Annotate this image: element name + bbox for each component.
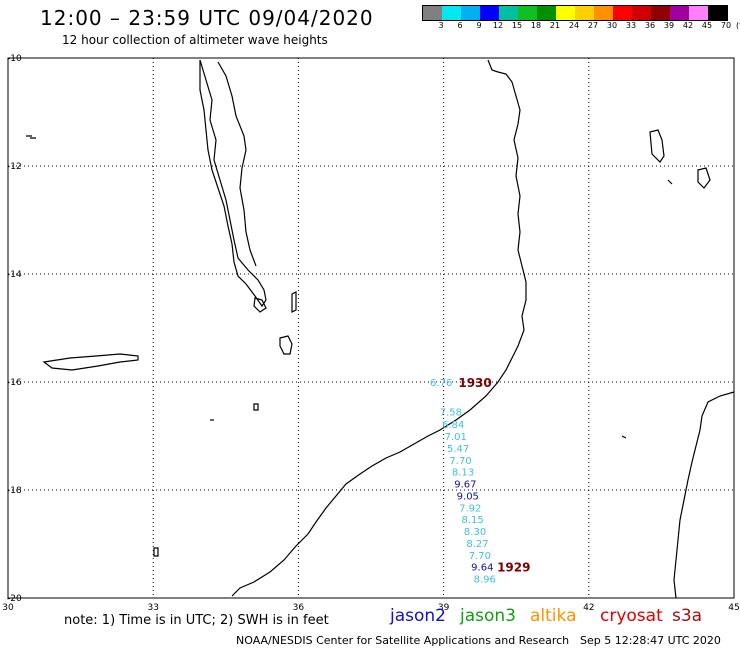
wave-height-label: 7.01 <box>445 432 467 443</box>
wave-height-label: 7.58 <box>440 408 462 419</box>
lake-malawi-east-shore <box>217 61 257 267</box>
legend-swatch <box>442 6 461 20</box>
wave-height-label: 9.05 <box>457 491 479 502</box>
wave-height-label: 8.96 <box>474 575 496 586</box>
wave-height-label: 6.84 <box>442 420 464 431</box>
generated-timestamp: Sep 5 12:28:47 UTC 2020 <box>580 634 721 647</box>
legend-swatch <box>518 6 537 20</box>
comoros-island-1 <box>649 129 665 163</box>
pass-time-label: 1930 <box>458 376 491 390</box>
legend-label: 70 <box>720 21 732 30</box>
map-frame <box>7 57 735 599</box>
legend-label: 30 <box>606 21 618 30</box>
credit-line: NOAA/NESDIS Center for Satellite Applica… <box>236 634 570 647</box>
pass-time-labels: 1930 1929 <box>458 376 530 575</box>
legend-label: 45 <box>701 21 713 30</box>
inland-dot-1 <box>253 403 259 411</box>
legend-label: 6 <box>457 21 463 30</box>
legend-swatch <box>651 6 670 20</box>
axis-tick-labels: 30 33 36 39 42 45 -10 -12 -14 -16 -18 -20 <box>2 54 739 613</box>
legend-label: 21 <box>549 21 561 30</box>
satellite-label-s3a: s3a <box>672 606 703 626</box>
legend-label: 39 <box>663 21 675 30</box>
legend-label: 12 <box>492 21 504 30</box>
mozambique-coastline <box>231 59 527 597</box>
lon-tick-label: 39 <box>438 603 450 613</box>
legend-swatch <box>461 6 480 20</box>
page-subtitle: 12 hour collection of altimeter wave hei… <box>62 33 328 47</box>
legend-label: 24 <box>568 21 580 30</box>
lat-tick-label: -16 <box>7 378 22 388</box>
color-legend <box>422 5 728 21</box>
graticule <box>8 58 734 598</box>
small-lake <box>291 291 297 313</box>
pass-time-label: 1929 <box>497 561 530 575</box>
lat-tick-label: -12 <box>7 162 22 172</box>
legend-label: 18 <box>530 21 542 30</box>
legend-label: 27 <box>587 21 599 30</box>
legend-swatch <box>689 6 708 20</box>
coastal-islet <box>153 547 159 557</box>
legend-swatch <box>480 6 499 20</box>
lat-tick-label: -20 <box>7 594 22 604</box>
legend-swatch <box>594 6 613 20</box>
small-island-east <box>621 435 627 439</box>
lon-tick-label: 45 <box>728 603 739 613</box>
legend-swatch <box>708 6 727 20</box>
footer-note: note: 1) Time is in UTC; 2) SWH is in fe… <box>64 613 329 628</box>
legend-swatch <box>423 6 442 20</box>
wave-height-label: 8.15 <box>462 515 484 526</box>
wave-height-label: 6.76 <box>430 378 452 389</box>
lat-tick-label: -10 <box>7 54 22 64</box>
legend-label: 3 <box>438 21 444 30</box>
lon-tick-label: 42 <box>583 603 594 613</box>
legend-swatch <box>632 6 651 20</box>
lat-tick-label: -14 <box>7 270 22 280</box>
legend-label: 36 <box>644 21 656 30</box>
legend-swatch <box>670 6 689 20</box>
lake-malawi-outline <box>199 59 267 308</box>
legend-swatch <box>575 6 594 20</box>
coastline <box>26 59 735 599</box>
left-small-lake <box>26 135 36 139</box>
satellite-label-jason2: jason2 <box>390 606 446 626</box>
legend-label: 15 <box>511 21 523 30</box>
lat-tick-label: -18 <box>7 486 22 496</box>
wave-height-label: 7.92 <box>459 503 481 514</box>
lake-malombe <box>253 297 267 313</box>
wave-height-label: 7.70 <box>449 456 471 467</box>
madagascar-coastline <box>673 391 735 599</box>
satellite-label-cryosat: cryosat <box>600 606 663 626</box>
wave-height-label: 9.64 <box>471 563 493 574</box>
legend-swatch <box>613 6 632 20</box>
wave-height-label: 9.67 <box>454 480 476 491</box>
wave-height-observations: 6.767.586.847.015.477.708.139.679.057.92… <box>430 378 496 586</box>
legend-swatch <box>499 6 518 20</box>
legend-label: 42 <box>682 21 694 30</box>
legend-unit: (ft) <box>735 21 740 30</box>
page-title: 12:00 – 23:59 UTC 09/04/2020 <box>40 6 374 30</box>
wave-height-label: 8.30 <box>464 527 486 538</box>
legend-swatch <box>537 6 556 20</box>
satellite-label-altika: altika <box>530 606 577 626</box>
wave-height-label: 8.13 <box>452 468 474 479</box>
lon-tick-label: 30 <box>2 603 14 613</box>
satellite-label-jason3: jason3 <box>460 606 516 626</box>
legend-label: 33 <box>625 21 637 30</box>
wave-height-label: 8.27 <box>466 539 488 550</box>
lake-chilwa <box>279 335 293 355</box>
lon-tick-label: 33 <box>147 603 158 613</box>
wave-height-label: 7.70 <box>469 551 491 562</box>
comoros-island-3 <box>667 179 673 185</box>
legend-swatch <box>556 6 575 20</box>
lon-tick-label: 36 <box>293 603 305 613</box>
cahora-bassa-lake <box>42 353 139 371</box>
comoros-island-2 <box>697 167 711 189</box>
wave-height-label: 5.47 <box>447 444 469 455</box>
legend-label: 9 <box>476 21 482 30</box>
